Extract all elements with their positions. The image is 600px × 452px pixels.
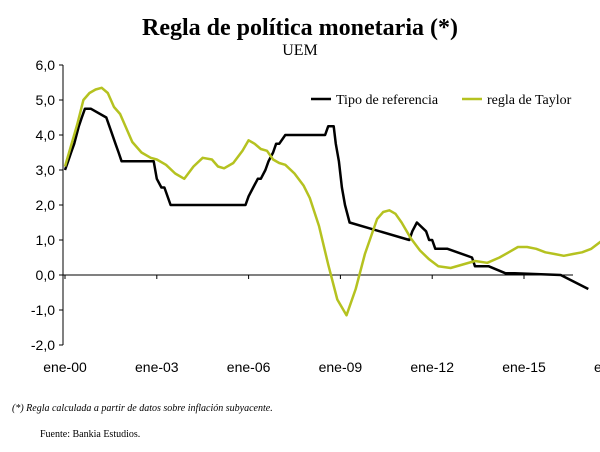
x-tick-label: ene-09 (319, 359, 363, 375)
y-tick-label: 3,0 (36, 162, 56, 178)
legend-label-regla-de-taylor: regla de Taylor (487, 93, 572, 108)
y-tick-label: 6,0 (36, 57, 56, 73)
x-tick-label: ene-18 (594, 359, 600, 375)
x-tick-label: ene-12 (410, 359, 454, 375)
chart-subtitle: UEM (282, 42, 318, 59)
legend: Tipo de referencia regla de Taylor (311, 93, 572, 108)
series-line-tipo-de-referencia (63, 107, 589, 291)
x-tick-label: ene-15 (502, 359, 546, 375)
y-tick-label: 1,0 (36, 232, 56, 248)
y-tick-label: 4,0 (36, 127, 56, 143)
legend-label-tipo-de-referencia: Tipo de referencia (336, 93, 439, 108)
x-tick-label: ene-03 (135, 359, 179, 375)
y-tick-label: 5,0 (36, 92, 56, 108)
y-tick-label: -2,0 (31, 337, 55, 353)
series-line-regla-de-taylor (63, 86, 600, 317)
chart-title: Regla de política monetaria (*) (142, 15, 458, 41)
y-tick-label: 0,0 (36, 267, 56, 283)
source-note: Fuente: Bankia Estudios. (40, 429, 140, 440)
y-tick-label: -1,0 (31, 302, 55, 318)
plot-area: 6,0 5,0 4,0 3,0 2,0 1,0 0,0 -1,0 -2,0 ene-00 ene-0… (31, 57, 600, 375)
y-tick-label: 2,0 (36, 197, 56, 213)
x-tick-label: ene-00 (43, 359, 87, 375)
footnote: (*) Regla calculada a partir de datos so… (12, 403, 273, 414)
x-tick-label: ene-06 (227, 359, 271, 375)
